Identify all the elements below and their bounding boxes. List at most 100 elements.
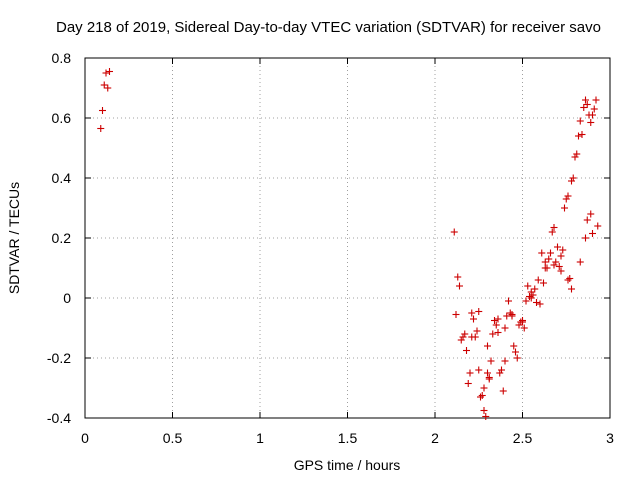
x-axis-label: GPS time / hours — [294, 457, 401, 473]
data-point — [524, 282, 532, 290]
data-point — [576, 258, 584, 266]
data-point — [508, 311, 516, 318]
x-tick-label: 2.5 — [513, 430, 533, 446]
data-point — [100, 81, 108, 89]
data-point — [499, 387, 507, 395]
data-point — [477, 393, 484, 401]
data-point — [526, 293, 533, 300]
data-point — [475, 366, 483, 374]
data-point — [102, 69, 110, 77]
data-point — [463, 347, 470, 354]
data-point — [527, 294, 535, 302]
x-tick-label: 1 — [256, 430, 264, 446]
data-point — [478, 392, 486, 399]
y-tick-labels: -0.4 -0.2 0 0.2 0.4 0.6 0.8 — [47, 50, 71, 426]
data-point — [454, 273, 462, 281]
data-point — [522, 297, 530, 305]
y-tick-label: 0.4 — [52, 170, 72, 186]
data-point — [541, 258, 549, 266]
data-point — [587, 210, 595, 218]
data-point — [506, 309, 514, 317]
data-point — [545, 255, 553, 263]
data-point — [554, 243, 561, 251]
data-point — [548, 228, 556, 236]
data-point — [534, 276, 542, 284]
y-tick-label: -0.2 — [47, 350, 71, 366]
data-point — [520, 324, 528, 332]
data-point — [498, 366, 505, 374]
data-point — [484, 342, 491, 350]
x-tick-label: 1.5 — [338, 430, 358, 446]
data-point — [541, 264, 549, 272]
data-point — [106, 68, 113, 75]
data-point — [555, 263, 563, 270]
data-point — [583, 101, 591, 108]
data-point — [578, 131, 586, 138]
data-point — [468, 333, 476, 341]
data-point — [533, 299, 540, 306]
data-point — [99, 107, 106, 114]
data-point — [582, 234, 589, 242]
data-point — [589, 230, 596, 237]
data-point — [468, 309, 476, 317]
data-point — [540, 279, 547, 287]
data-point — [573, 150, 581, 158]
data-point — [566, 275, 574, 282]
data-point — [557, 267, 565, 275]
data-point — [512, 348, 519, 356]
data-point — [527, 288, 535, 296]
data-point — [480, 407, 488, 414]
data-point — [97, 125, 105, 132]
data-point — [550, 224, 558, 231]
data-point — [587, 119, 595, 126]
data-point — [464, 380, 472, 387]
data-point — [582, 96, 589, 104]
data-point — [466, 369, 474, 377]
data-point — [547, 249, 554, 257]
y-tick-label: 0.6 — [52, 110, 72, 126]
data-point — [505, 297, 512, 305]
data-point — [562, 195, 570, 203]
data-point — [457, 336, 465, 344]
data-point — [501, 357, 509, 365]
grid-lines — [85, 58, 610, 418]
data-points — [97, 68, 602, 420]
data-point — [564, 276, 572, 284]
data-point — [576, 117, 584, 125]
data-point — [550, 261, 558, 269]
data-point — [592, 96, 600, 104]
data-point — [557, 252, 565, 260]
data-point — [494, 315, 502, 323]
y-tick-label: 0.8 — [52, 50, 72, 66]
plot-frame — [84, 57, 611, 419]
data-point — [559, 246, 567, 254]
data-point — [571, 153, 579, 161]
data-point — [482, 413, 490, 420]
data-point — [452, 311, 460, 318]
y-axis-label: SDTVAR / TECUs — [6, 182, 22, 294]
data-point — [496, 369, 504, 377]
data-point — [501, 324, 509, 332]
data-point — [513, 354, 521, 362]
data-point — [568, 285, 575, 293]
data-point — [594, 222, 602, 230]
y-tick-label: -0.4 — [47, 410, 71, 426]
data-point — [459, 333, 467, 341]
data-point — [529, 291, 537, 299]
data-point — [538, 249, 546, 257]
data-point — [583, 216, 591, 224]
data-point — [450, 228, 458, 236]
data-point — [491, 317, 498, 324]
data-point — [510, 342, 518, 350]
chart-title: Day 218 of 2019, Sidereal Day-to-day VTE… — [56, 19, 601, 36]
x-tick-labels: 0 0.5 1 1.5 2 2.5 3 — [81, 430, 614, 446]
data-point — [519, 318, 526, 326]
data-point — [580, 104, 588, 111]
data-point — [531, 285, 539, 293]
data-point — [568, 177, 575, 185]
data-point — [484, 369, 491, 377]
data-point — [461, 330, 469, 338]
data-point — [475, 308, 483, 315]
data-point — [564, 192, 572, 200]
